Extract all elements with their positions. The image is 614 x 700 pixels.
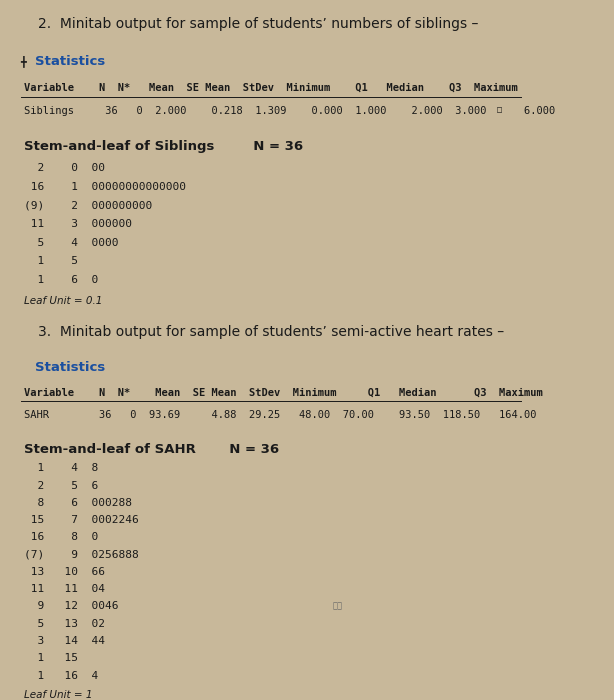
Text: 3   14  44: 3 14 44 xyxy=(24,636,105,646)
Text: N = 36: N = 36 xyxy=(244,140,303,153)
Text: 1   15: 1 15 xyxy=(24,653,78,663)
Text: SAHR        36   0  93.69     4.88  29.25   48.00  70.00    93.50  118.50   164.: SAHR 36 0 93.69 4.88 29.25 48.00 70.00 9… xyxy=(24,410,537,420)
Text: Siblings     36   0  2.000    0.218  1.309    0.000  1.000    2.000  3.000      : Siblings 36 0 2.000 0.218 1.309 0.000 1.… xyxy=(24,106,556,116)
Text: 16    1  00000000000000: 16 1 00000000000000 xyxy=(24,181,186,192)
Text: (9)    2  000000000: (9) 2 000000000 xyxy=(24,200,152,210)
Text: Variable    N  N*    Mean  SE Mean  StDev  Minimum     Q1   Median      Q3  Maxi: Variable N N* Mean SE Mean StDev Minimum… xyxy=(24,387,543,398)
Text: 1   16  4: 1 16 4 xyxy=(24,671,98,680)
Text: 1    6  0: 1 6 0 xyxy=(24,275,98,285)
Text: 2    5  6: 2 5 6 xyxy=(24,481,98,491)
Text: 1    5: 1 5 xyxy=(24,256,78,266)
Text: 5    4  0000: 5 4 0000 xyxy=(24,237,119,248)
Text: 5   13  02: 5 13 02 xyxy=(24,619,105,629)
Text: Leaf Unit = 1: Leaf Unit = 1 xyxy=(24,690,93,700)
Text: ╋: ╋ xyxy=(20,55,26,67)
Text: 3.  Minitab output for sample of students’ semi-active heart rates –: 3. Minitab output for sample of students… xyxy=(37,326,503,340)
Text: □: □ xyxy=(497,106,502,115)
Text: Statistics: Statistics xyxy=(35,55,105,68)
Text: Statistics: Statistics xyxy=(35,361,105,374)
Text: 15    7  0002246: 15 7 0002246 xyxy=(24,515,139,525)
Text: 9   12  0046: 9 12 0046 xyxy=(24,601,119,612)
Text: 13   10  66: 13 10 66 xyxy=(24,567,105,577)
Text: (7)    9  0256888: (7) 9 0256888 xyxy=(24,550,139,560)
Text: 8    6  000288: 8 6 000288 xyxy=(24,498,132,508)
Text: Stem-and-leaf of Siblings: Stem-and-leaf of Siblings xyxy=(24,140,214,153)
Text: 11    3  000000: 11 3 000000 xyxy=(24,219,132,229)
Text: 2.  Minitab output for sample of students’ numbers of siblings –: 2. Minitab output for sample of students… xyxy=(37,18,478,32)
Text: Stem-and-leaf of SAHR: Stem-and-leaf of SAHR xyxy=(24,442,196,456)
Text: N = 36: N = 36 xyxy=(220,442,279,456)
Text: 2    0  00: 2 0 00 xyxy=(24,163,105,173)
Text: Variable    N  N*   Mean  SE Mean  StDev  Minimum    Q1   Median    Q3  Maximum: Variable N N* Mean SE Mean StDev Minimum… xyxy=(24,83,518,93)
Text: 1    4  8: 1 4 8 xyxy=(24,463,98,473)
Text: 16    8  0: 16 8 0 xyxy=(24,533,98,542)
Text: קל: קל xyxy=(333,601,343,610)
Text: Leaf Unit = 0.1: Leaf Unit = 0.1 xyxy=(24,296,103,306)
Text: 11   11  04: 11 11 04 xyxy=(24,584,105,594)
